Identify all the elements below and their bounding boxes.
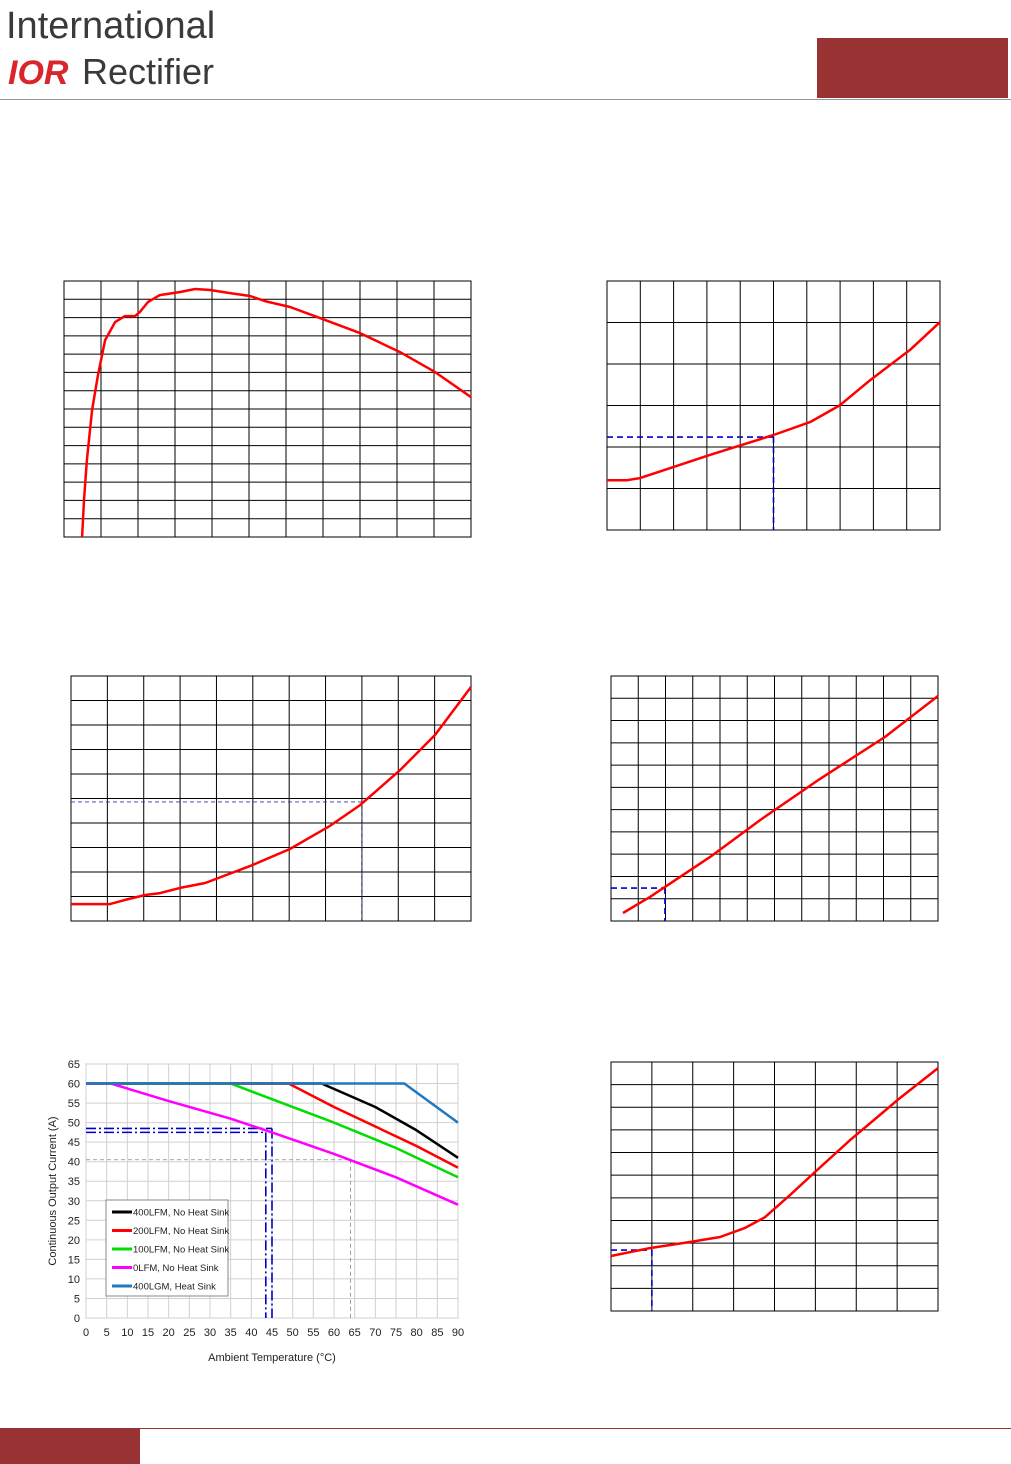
y-tick-label: 25: [68, 1215, 80, 1227]
y-tick-label: 0: [74, 1313, 80, 1325]
x-tick-label: 75: [390, 1327, 402, 1339]
x-tick-label: 90: [452, 1327, 464, 1339]
x-tick-label: 20: [163, 1327, 175, 1339]
legend-label: 0LFM, No Heat Sink: [133, 1263, 219, 1274]
logo: IOR: [8, 54, 69, 92]
y-tick-label: 45: [68, 1137, 80, 1149]
x-tick-label: 35: [225, 1327, 237, 1339]
legend-label: 400LFM, No Heat Sink: [133, 1208, 229, 1219]
legend-label: 100LFM, No Heat Sink: [133, 1245, 229, 1256]
y-tick-label: 20: [68, 1235, 80, 1247]
curve: [86, 1082, 459, 1124]
curve: [607, 321, 941, 482]
y-tick-label: 15: [68, 1254, 80, 1266]
y-tick-label: 10: [68, 1274, 80, 1286]
y-tick-label: 40: [68, 1157, 80, 1169]
chart: [70, 675, 472, 922]
legend-label: 200LFM, No Heat Sink: [133, 1226, 229, 1237]
y-tick-label: 65: [68, 1059, 80, 1071]
company-name-2: Rectifier: [82, 51, 214, 92]
x-tick-label: 30: [204, 1327, 216, 1339]
y-tick-label: 55: [68, 1098, 80, 1110]
curve: [622, 695, 939, 915]
x-tick-label: 5: [104, 1327, 110, 1339]
y-tick-label: 60: [68, 1079, 80, 1091]
legend-label: 400LGM, Heat Sink: [133, 1282, 216, 1293]
x-axis-label: Ambient Temperature (°C): [208, 1352, 336, 1364]
y-axis-label: Continuous Output Current (A): [47, 1116, 59, 1265]
curve: [71, 686, 472, 906]
y-tick-label: 30: [68, 1196, 80, 1208]
curve: [610, 1067, 939, 1258]
company-name: International: [6, 5, 215, 47]
header-bar: [817, 38, 1008, 98]
x-tick-label: 0: [83, 1327, 89, 1339]
curve: [86, 1082, 459, 1206]
x-tick-label: 45: [266, 1327, 278, 1339]
chart: [63, 280, 472, 538]
chart: [610, 675, 939, 922]
x-tick-label: 85: [431, 1327, 443, 1339]
y-tick-label: 35: [68, 1176, 80, 1188]
x-tick-label: 10: [121, 1327, 133, 1339]
x-tick-label: 25: [183, 1327, 195, 1339]
x-tick-label: 40: [245, 1327, 257, 1339]
x-tick-label: 65: [349, 1327, 361, 1339]
chart: [606, 280, 941, 531]
chart: 0 5 10 15 20 25 30 35 40 45 50 55 60 65 70 75 80 85 90 0 5 10…: [47, 1059, 464, 1364]
footer-bar: [0, 1429, 140, 1464]
curve: [80, 287, 472, 538]
y-tick-label: 50: [68, 1118, 80, 1130]
x-tick-label: 70: [369, 1327, 381, 1339]
x-tick-label: 55: [307, 1327, 319, 1339]
x-tick-label: 60: [328, 1327, 340, 1339]
chart: [610, 1061, 939, 1312]
y-tick-label: 5: [74, 1293, 80, 1305]
x-tick-label: 50: [287, 1327, 299, 1339]
x-tick-label: 80: [411, 1327, 423, 1339]
x-tick-label: 15: [142, 1327, 154, 1339]
